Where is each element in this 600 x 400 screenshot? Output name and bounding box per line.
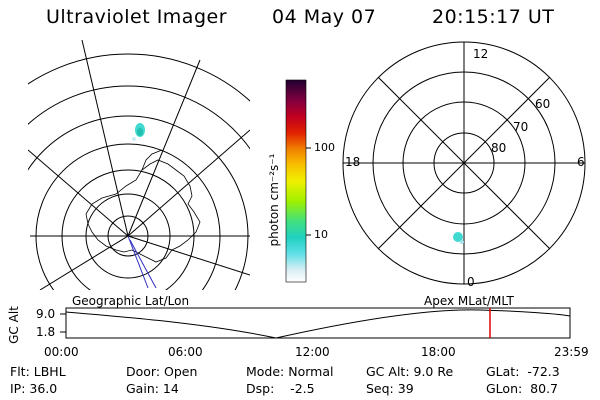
door-status: Door: Open <box>126 364 198 379</box>
time-tick-2359: 23:59 <box>554 345 589 359</box>
geographic-map <box>28 40 250 290</box>
mlt-label-18: 18 <box>345 155 361 169</box>
time-tick-1800: 18:00 <box>421 345 456 359</box>
colorbar-tick-100: 100 <box>314 141 335 154</box>
time-tick-0600: 06:00 <box>168 345 203 359</box>
apex-panel-label: Apex MLat/MLT <box>424 294 514 308</box>
gc-alt-axis-label: GC Alt <box>7 306 21 344</box>
aurora-spot-geographic <box>132 123 145 141</box>
gain-status: Gain: 14 <box>126 381 179 396</box>
ip-status: IP: 36.0 <box>10 381 58 396</box>
mlt-label-6: 6 <box>577 155 585 169</box>
color-scale-bar <box>285 79 307 283</box>
seq-status: Seq: 39 <box>366 381 414 396</box>
colorbar-unit-label: photon cm⁻²s⁻¹ <box>267 153 281 247</box>
colorbar-tick-10: 10 <box>314 228 328 241</box>
mlat-label-80: 80 <box>491 141 507 155</box>
mlt-polar-plot <box>342 41 586 285</box>
mlt-label-12: 12 <box>473 47 489 61</box>
date-label: 04 May 07 <box>272 6 377 28</box>
alt-tick-9: 9.0 <box>36 307 56 321</box>
mlat-label-70: 70 <box>513 120 529 134</box>
aurora-spot-mlt <box>453 232 464 244</box>
instrument-title: Ultraviolet Imager <box>46 6 228 28</box>
glat-status: GLat: -72.3 <box>486 364 560 379</box>
time-tick-0000: 00:00 <box>44 345 79 359</box>
time-label: 20:15:17 UT <box>432 6 555 28</box>
mlt-label-0: 0 <box>467 275 475 289</box>
mode-status: Mode: Normal <box>246 364 334 379</box>
filter-status: Flt: LBHL <box>10 364 66 379</box>
gc-alt-status: GC Alt: 9.0 Re <box>366 364 454 379</box>
geographic-panel-label: Geographic Lat/Lon <box>72 294 190 308</box>
altitude-timeline <box>60 307 571 339</box>
time-tick-1200: 12:00 <box>295 345 330 359</box>
glon-status: GLon: 80.7 <box>486 381 558 396</box>
alt-tick-1-8: 1.8 <box>36 325 56 339</box>
dsp-status: Dsp: -2.5 <box>246 381 315 396</box>
mlat-label-60: 60 <box>535 97 551 111</box>
